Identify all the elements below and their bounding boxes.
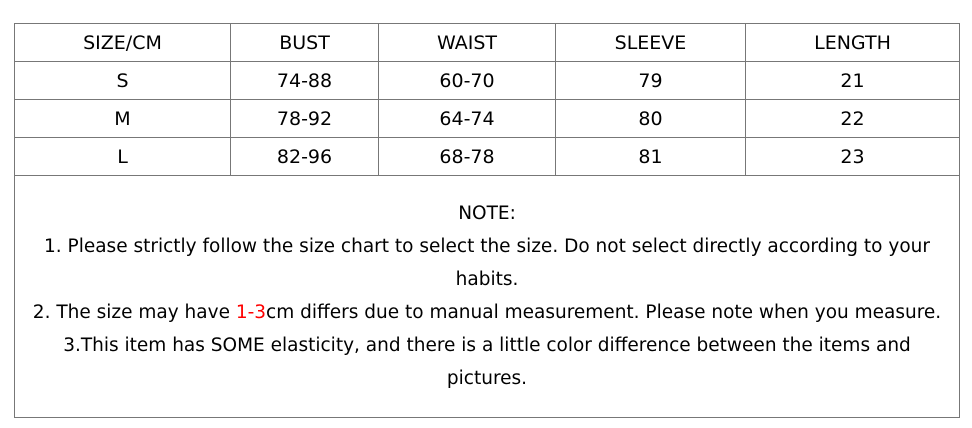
- note-row: NOTE: 1. Please strictly follow the size…: [14, 175, 960, 418]
- note-line-3: 3.This item has SOME elasticity, and the…: [63, 334, 911, 389]
- header-bust: BUST: [230, 23, 379, 62]
- table-row: L 82-96 68-78 81 23: [14, 137, 960, 176]
- cell-length: 21: [745, 61, 960, 100]
- header-waist: WAIST: [378, 23, 556, 62]
- cell-sleeve: 80: [555, 99, 746, 138]
- note-line-1: 1. Please strictly follow the size chart…: [44, 235, 930, 290]
- cell-sleeve: 79: [555, 61, 746, 100]
- cell-waist: 68-78: [378, 137, 556, 176]
- note-highlight: 1-3: [235, 301, 267, 323]
- header-size: SIZE/CM: [14, 23, 231, 62]
- note-line-2-start: 2. The size may have: [32, 301, 236, 323]
- size-chart-table: SIZE/CM BUST WAIST SLEEVE LENGTH S 74-88…: [14, 23, 960, 418]
- cell-size: M: [14, 99, 231, 138]
- cell-bust: 82-96: [230, 137, 379, 176]
- table-row: S 74-88 60-70 79 21: [14, 61, 960, 100]
- header-sleeve: SLEEVE: [555, 23, 746, 62]
- cell-waist: 64-74: [378, 99, 556, 138]
- cell-sleeve: 81: [555, 137, 746, 176]
- cell-size: L: [14, 137, 231, 176]
- note-cell: NOTE: 1. Please strictly follow the size…: [14, 175, 960, 418]
- table-row: M 78-92 64-74 80 22: [14, 99, 960, 138]
- note-title: NOTE:: [458, 202, 516, 224]
- cell-bust: 78-92: [230, 99, 379, 138]
- note-line-2: 2. The size may have 1-3cm differs due t…: [21, 296, 953, 329]
- header-row: SIZE/CM BUST WAIST SLEEVE LENGTH: [14, 23, 960, 62]
- note-line-2-end: cm differs due to manual measurement. Pl…: [266, 301, 942, 323]
- cell-length: 23: [745, 137, 960, 176]
- cell-waist: 60-70: [378, 61, 556, 100]
- cell-size: S: [14, 61, 231, 100]
- cell-bust: 74-88: [230, 61, 379, 100]
- header-length: LENGTH: [745, 23, 960, 62]
- cell-length: 22: [745, 99, 960, 138]
